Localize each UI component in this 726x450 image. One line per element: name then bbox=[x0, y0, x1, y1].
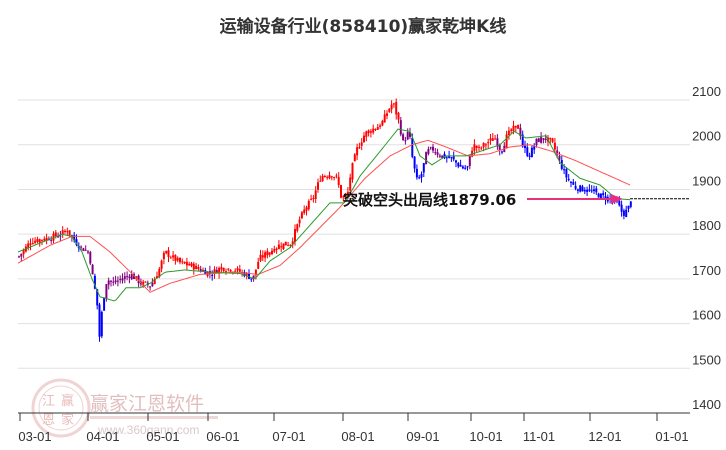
watermark-brand: 赢家江恩软件 bbox=[90, 393, 204, 415]
x-tick-label: 05-01 bbox=[146, 429, 179, 444]
x-tick-label: 11-01 bbox=[523, 429, 555, 444]
watermark-url: www.360gann.com bbox=[97, 423, 199, 437]
seal-char: 江 bbox=[42, 394, 55, 409]
x-tick-label: 12-01 bbox=[588, 429, 621, 444]
ma-short-line bbox=[17, 128, 631, 302]
y-axis: 2100 2000 1900 1800 1700 1600 1500 1400 bbox=[692, 84, 721, 412]
seal-char: 恩 bbox=[42, 413, 55, 428]
y-tick-label: 1900 bbox=[692, 173, 721, 188]
x-tick-label: 04-01 bbox=[86, 429, 119, 444]
x-axis: 03-01 04-01 05-01 06-01 07-01 08-01 09-01 10-01… bbox=[18, 412, 690, 444]
y-tick-label: 1600 bbox=[692, 308, 721, 323]
y-tick-label: 1400 bbox=[692, 397, 721, 412]
y-tick-label: 1800 bbox=[692, 218, 721, 233]
gridlines bbox=[18, 99, 690, 369]
annotation-label: 突破空头出局线1879.06 bbox=[343, 191, 516, 209]
candlesticks bbox=[18, 98, 632, 342]
arrow-head-icon bbox=[611, 194, 623, 204]
y-tick-label: 1500 bbox=[692, 352, 721, 367]
y-tick-label: 1700 bbox=[692, 263, 721, 278]
x-tick-label: 06-01 bbox=[206, 429, 239, 444]
seal-char: 赢 bbox=[61, 393, 74, 409]
annotation: 突破空头出局线1879.06 bbox=[343, 191, 623, 209]
x-tick-label: 03-01 bbox=[18, 429, 51, 444]
watermark: 江 赢 恩 家 赢家江恩软件 www.360gann.com bbox=[31, 378, 218, 438]
x-tick-label: 07-01 bbox=[272, 429, 305, 444]
y-tick-label: 2000 bbox=[692, 129, 721, 144]
x-tick-label: 08-01 bbox=[341, 429, 374, 444]
x-tick-label: 10-01 bbox=[469, 429, 502, 444]
x-tick-label: 09-01 bbox=[406, 429, 439, 444]
seal-char: 家 bbox=[61, 412, 74, 428]
chart-title: 运输设备行业(858410)赢家乾坤K线 bbox=[219, 17, 507, 37]
x-tick-label: 01-01 bbox=[655, 429, 688, 444]
ma-long-line bbox=[17, 139, 631, 293]
y-tick-label: 2100 bbox=[692, 84, 721, 99]
